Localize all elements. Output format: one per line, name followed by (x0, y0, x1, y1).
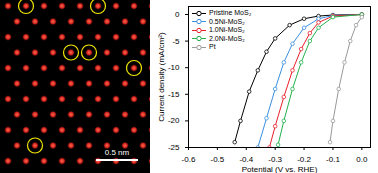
svg-text:0.0: 0.0 (356, 155, 368, 164)
svg-text:-0.6: -0.6 (182, 155, 196, 164)
svg-text:-0.2: -0.2 (297, 155, 311, 164)
svg-text:-15: -15 (168, 90, 180, 99)
svg-text:-0.3: -0.3 (268, 155, 282, 164)
svg-text:-0.1: -0.1 (326, 155, 340, 164)
svg-text:-0.4: -0.4 (239, 155, 253, 164)
html-text:2.0Ni-MoS₂: 2.0Ni-MoS₂ (209, 34, 245, 42)
svg-text:-20: -20 (168, 116, 180, 125)
html-text:Pt: Pt (209, 43, 216, 50)
html-text:1.0Ni-MoS₂: 1.0Ni-MoS₂ (209, 26, 245, 33)
html-text:0.5Ni-MoS₂: 0.5Ni-MoS₂ (209, 17, 245, 25)
svg-text:-5: -5 (172, 37, 180, 46)
svg-text:Current density (mA/cm²): Current density (mA/cm²) (157, 32, 166, 122)
svg-text:-10: -10 (168, 63, 180, 72)
svg-text:-25: -25 (168, 143, 180, 152)
svg-text:0: 0 (175, 10, 180, 19)
svg-text:0.5 nm: 0.5 nm (105, 148, 130, 157)
svg-text:Potential (V vs. RHE): Potential (V vs. RHE) (242, 165, 318, 173)
svg-text:-0.5: -0.5 (210, 155, 224, 164)
html-text:Pristine MoS₂: Pristine MoS₂ (209, 9, 252, 16)
